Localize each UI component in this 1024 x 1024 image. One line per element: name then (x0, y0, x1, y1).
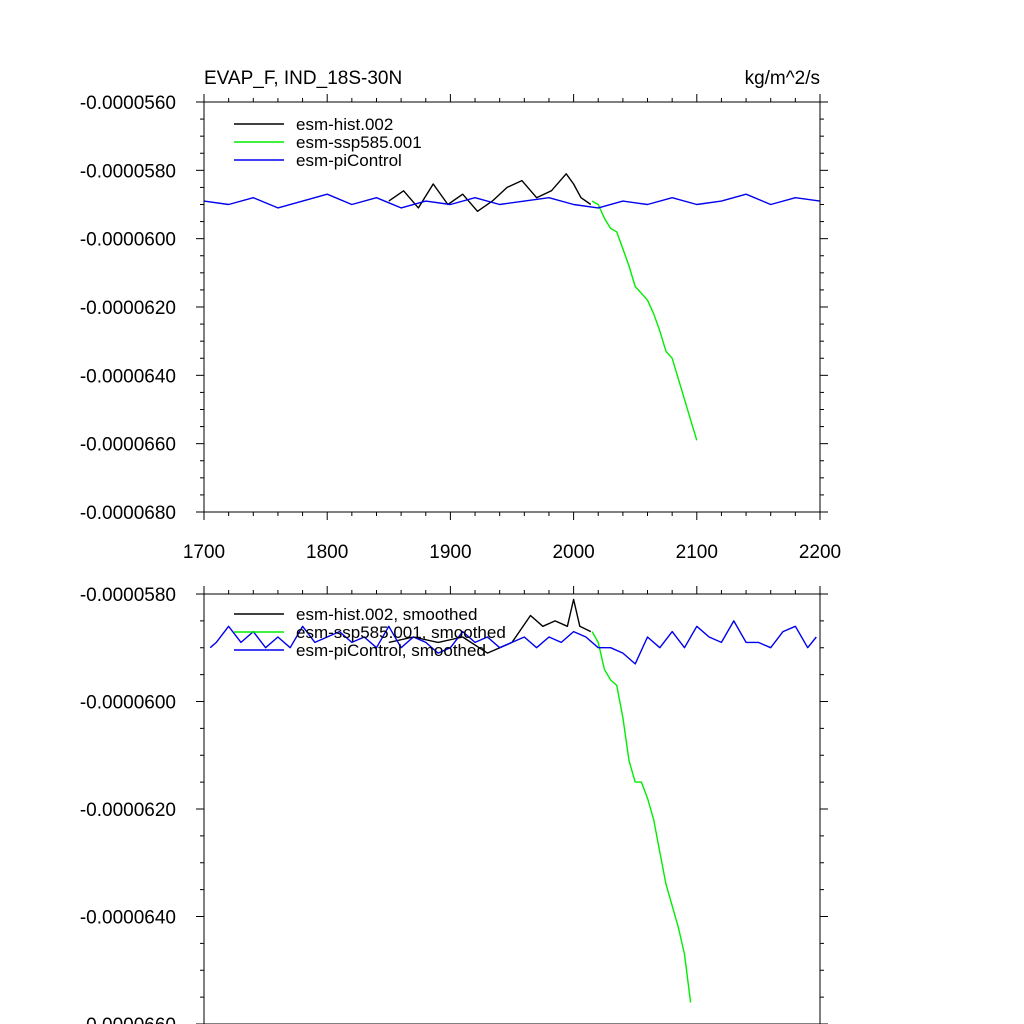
x-tick-label: 1900 (429, 542, 471, 563)
y-tick-label: -0.0000600 (80, 693, 176, 714)
y-tick-label: -0.0000680 (80, 503, 176, 524)
bottom-plot-frame (203, 593, 821, 1024)
y-tick-label: -0.0000580 (80, 585, 176, 606)
y-tick-label: -0.0000660 (80, 435, 176, 456)
series-line-2 (203, 193, 821, 209)
series-line-0 (388, 173, 592, 213)
series-line-2 (209, 620, 817, 665)
y-tick-label: -0.0000660 (80, 1015, 176, 1024)
legend-label-1: esm-ssp585.001, smoothed (296, 623, 506, 642)
top-units: kg/m^2/s (745, 68, 820, 89)
y-tick-label: -0.0000620 (80, 800, 176, 821)
bottom-series-group (209, 598, 817, 1003)
top-series-group (203, 173, 821, 441)
legend-label-2: esm-piControl (296, 151, 402, 170)
x-tick-label: 2100 (676, 542, 718, 563)
legend-label-0: esm-hist.002, smoothed (296, 605, 477, 624)
legend-label-0: esm-hist.002 (296, 115, 393, 134)
x-tick-label: 1800 (306, 542, 348, 563)
y-tick-label: -0.0000640 (80, 908, 176, 929)
x-tick-label: 1700 (183, 542, 225, 563)
top-title: EVAP_F, IND_18S-30N (204, 68, 402, 89)
y-tick-label: -0.0000560 (80, 93, 176, 114)
legend-label-1: esm-ssp585.001 (296, 133, 422, 152)
top-axis-ticks: 1700 1800 1900 2000 2100 2200 -0.0000560 -0.000… (80, 93, 841, 563)
top-panel: EVAP_F, IND_18S-30N kg/m^2/s 1700 1800 190… (80, 68, 841, 563)
y-tick-label: -0.0000580 (80, 161, 176, 182)
x-tick-label: 2000 (552, 542, 594, 563)
y-tick-label: -0.0000640 (80, 366, 176, 387)
bottom-axis-ticks: -0.0000580 -0.0000600 -0.0000620 -0.0000640… (80, 585, 828, 1024)
top-plot-frame (203, 101, 821, 513)
x-tick-label: 2200 (799, 542, 841, 563)
y-tick-label: -0.0000620 (80, 298, 176, 319)
series-line-1 (591, 200, 698, 441)
series-line-0 (388, 598, 592, 654)
legend-label-2: esm-piControl, smoothed (296, 641, 486, 660)
y-tick-label: -0.0000600 (80, 230, 176, 251)
series-line-1 (591, 631, 692, 1003)
bottom-panel: -0.0000580 -0.0000600 -0.0000620 -0.0000640… (80, 585, 828, 1024)
